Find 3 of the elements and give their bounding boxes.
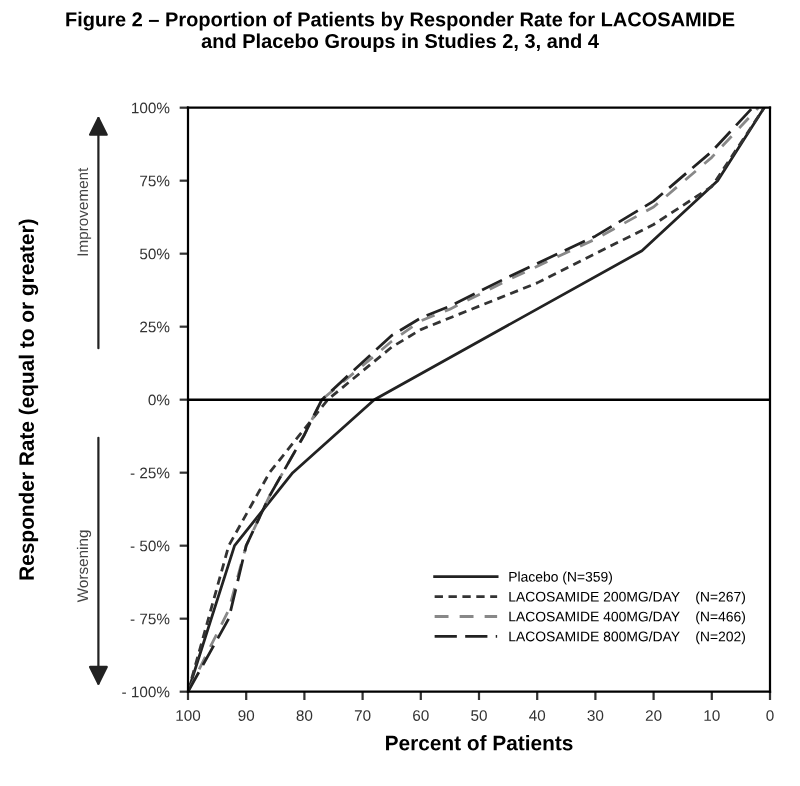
- y-axis-title: Responder Rate (equal to or greater): [18, 219, 39, 580]
- chart-title: Figure 2 – Proportion of Patients by Responder Rate for LACOSAMIDE and Placebo Groups in Studies 2, 3, and 4: [66, 11, 735, 53]
- x-axis-title: Percent of Patients: [386, 735, 573, 751]
